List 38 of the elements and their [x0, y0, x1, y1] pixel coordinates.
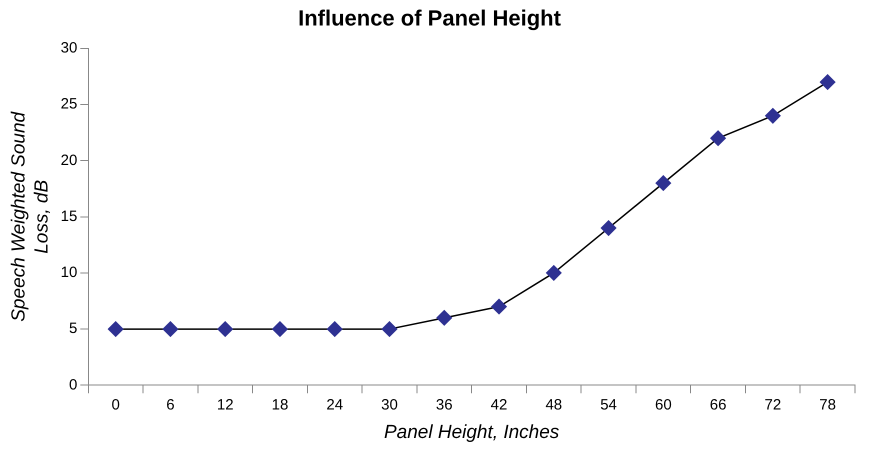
- y-tick-label: 20: [60, 152, 78, 169]
- point: [162, 321, 178, 337]
- y-axis-title: Speech Weighted Sound Loss, dB: [8, 110, 52, 322]
- x-tick-label: 36: [436, 396, 453, 414]
- point: [217, 321, 233, 337]
- x-tick-label: 48: [545, 396, 562, 414]
- x-tick-label: 60: [654, 396, 672, 414]
- y-tick-label: 10: [60, 264, 78, 282]
- point: [710, 130, 726, 146]
- x-tick-label: 42: [490, 396, 508, 414]
- point: [546, 265, 562, 281]
- x-tick-label: 6: [166, 396, 175, 414]
- y-tick-label: 15: [60, 208, 78, 225]
- y-tick-label: 25: [60, 96, 78, 113]
- x-tick-label: 0: [111, 396, 120, 414]
- y-tick-label: 30: [60, 40, 78, 57]
- point: [108, 321, 124, 337]
- point: [656, 175, 672, 191]
- x-tick-label: 18: [272, 396, 288, 414]
- x-tick-label: 66: [710, 396, 726, 414]
- x-tick-label: 78: [819, 396, 836, 414]
- x-tick-label: 12: [216, 396, 234, 414]
- point: [765, 108, 781, 124]
- y-tick-label: 5: [68, 320, 78, 338]
- point: [820, 74, 836, 90]
- x-axis-title: Panel Height, Inches: [384, 422, 560, 443]
- point: [326, 321, 342, 337]
- x-tick-label: 30: [381, 396, 398, 414]
- x-tick-label: 54: [600, 396, 617, 414]
- point: [600, 220, 616, 236]
- point: [491, 298, 507, 314]
- x-tick-label: 72: [764, 396, 782, 414]
- y-tick-label: 0: [68, 376, 78, 394]
- point: [272, 321, 288, 337]
- x-tick-label: 24: [326, 396, 344, 414]
- chart-title: Influence of Panel Height: [298, 5, 562, 30]
- point: [436, 310, 452, 326]
- point: [382, 321, 398, 337]
